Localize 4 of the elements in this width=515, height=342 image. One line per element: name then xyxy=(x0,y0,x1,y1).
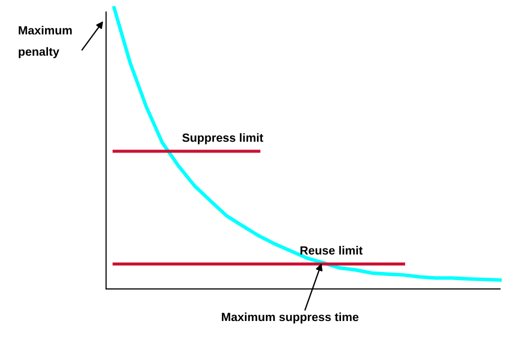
series-label: Reuse limit xyxy=(300,246,363,255)
text: Maximum suppress time xyxy=(222,312,358,324)
text: Maximum penalty xyxy=(18,26,72,58)
series-label: Suppress limit xyxy=(182,133,264,144)
